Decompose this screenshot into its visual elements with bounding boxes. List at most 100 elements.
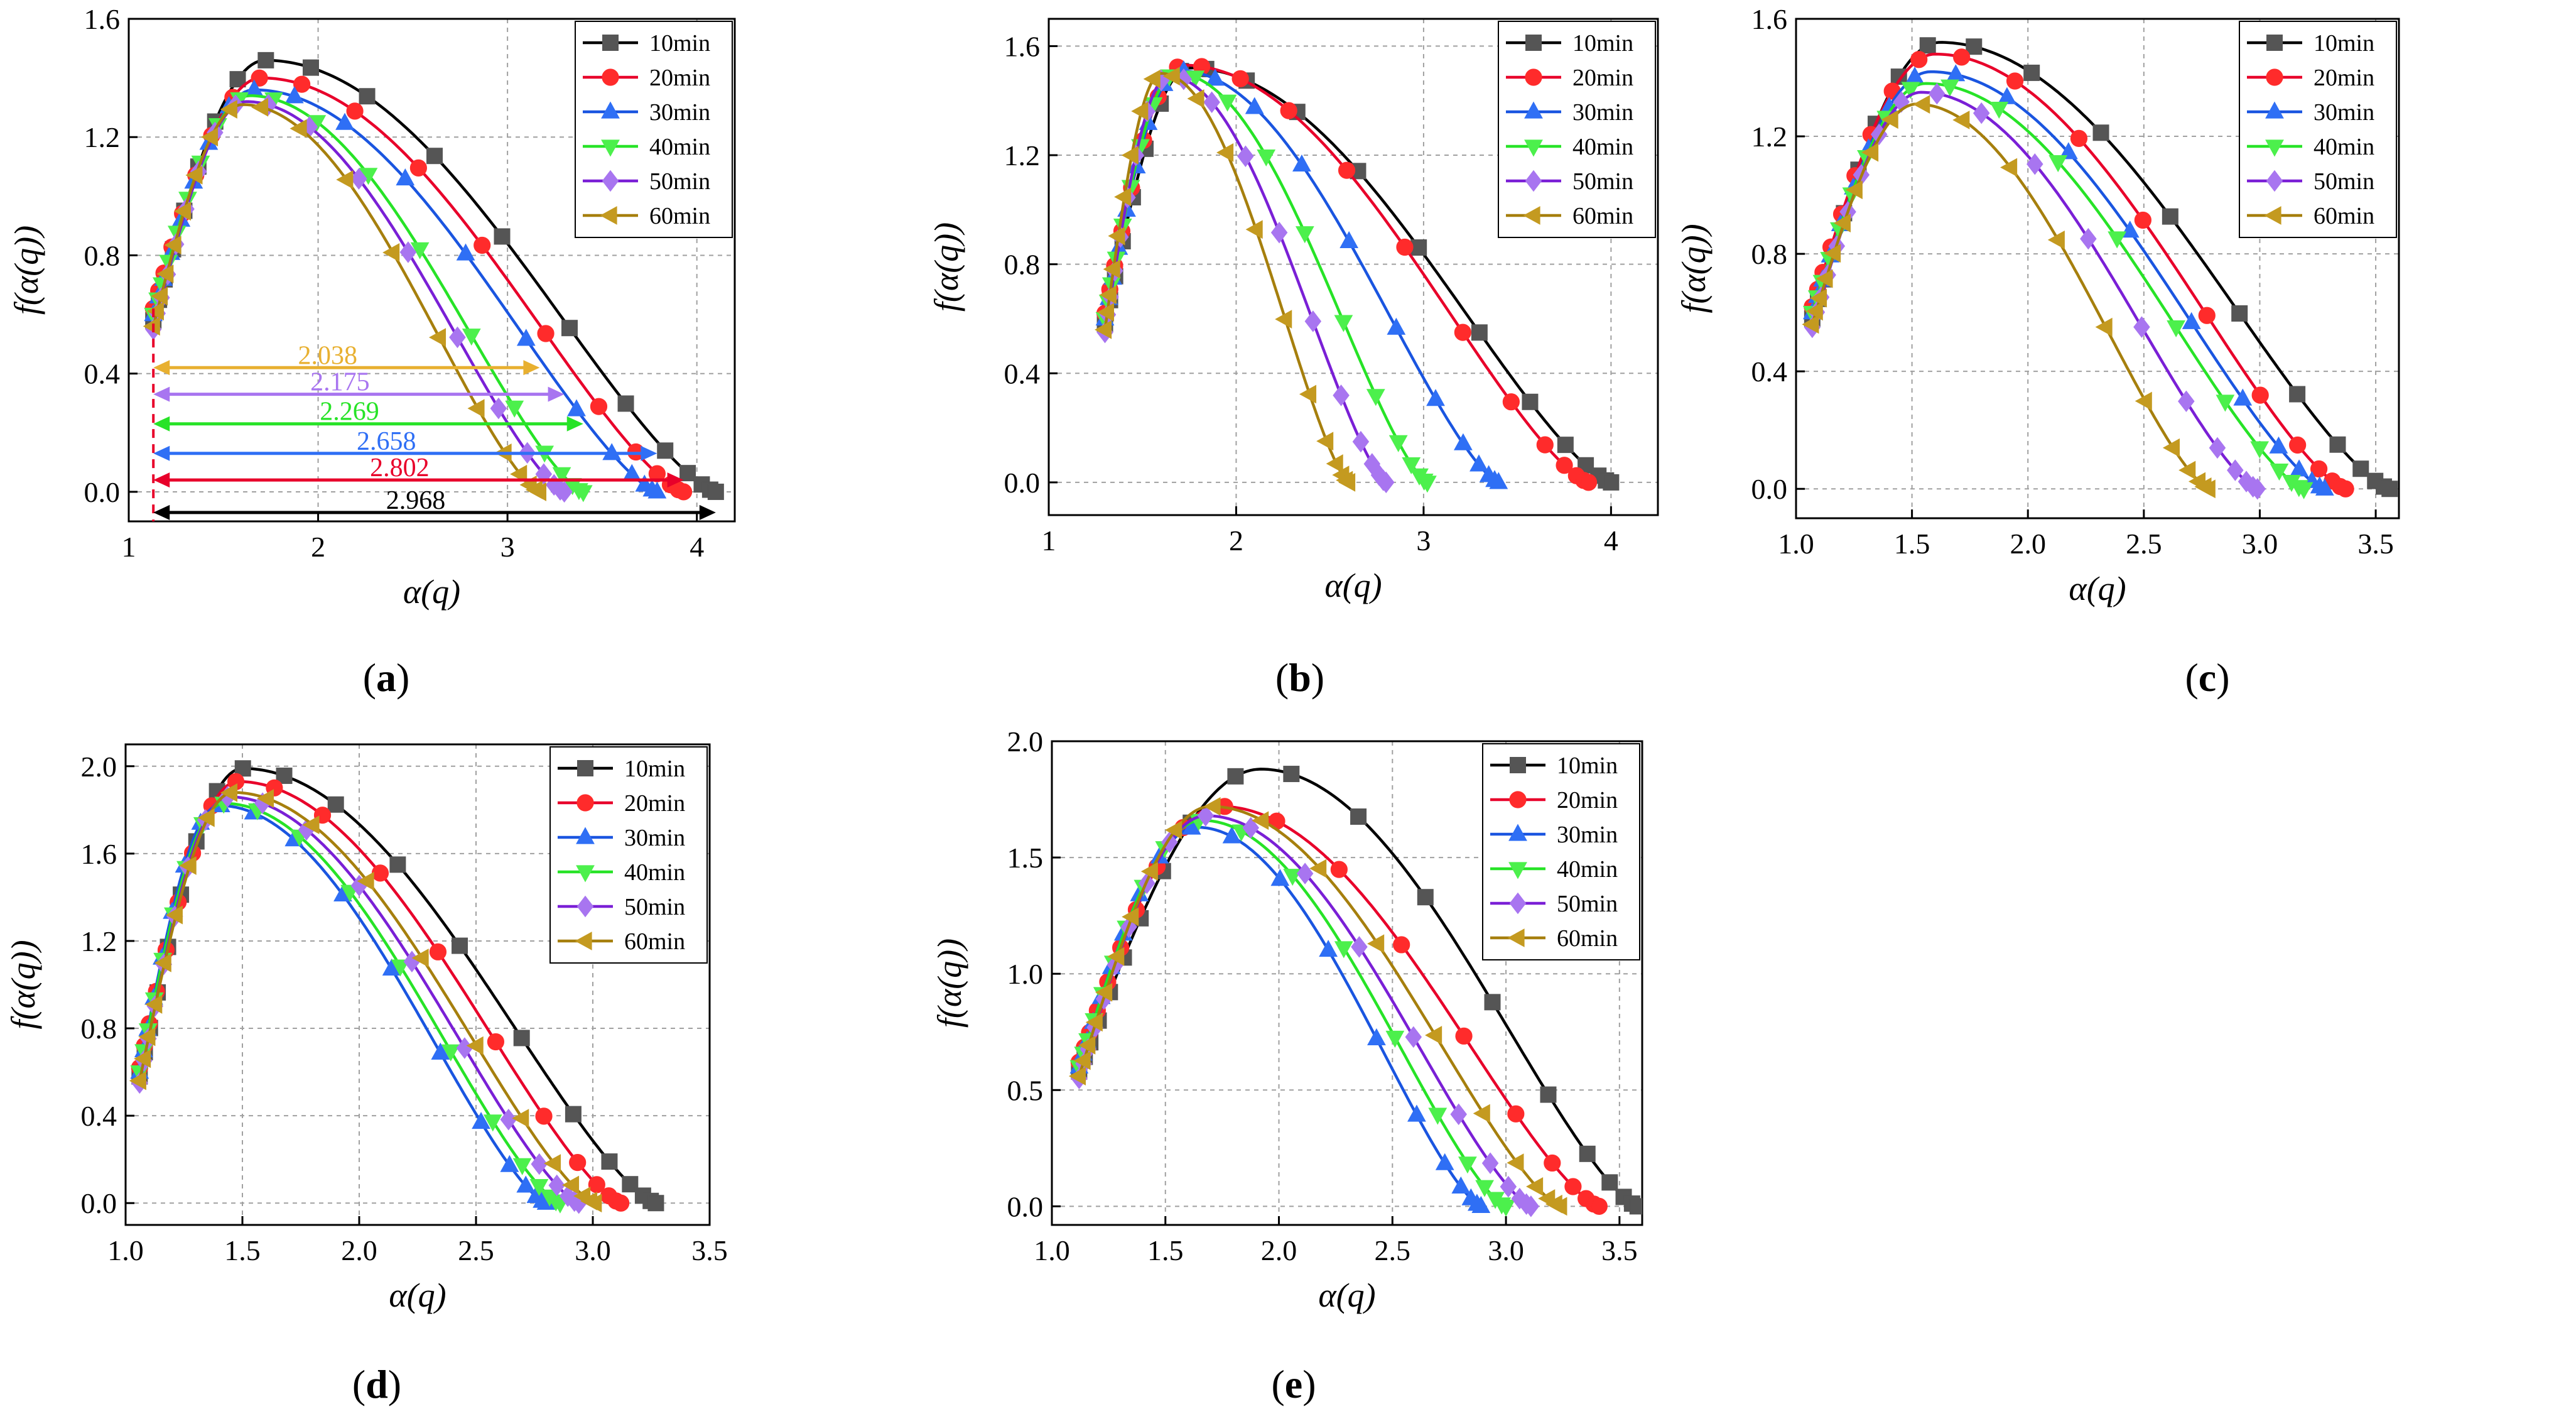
x-tick-label: 2.5	[2126, 528, 2162, 560]
series-marker-60min	[290, 119, 307, 138]
annotation-arrowhead-right	[566, 416, 583, 432]
series-marker-30min	[396, 168, 415, 186]
x-tick-label: 3.0	[575, 1234, 611, 1266]
series-marker-30min	[2233, 388, 2253, 406]
legend-label: 40min	[649, 134, 710, 160]
series-marker-20min	[1280, 102, 1297, 119]
legend-marker	[1523, 206, 1540, 225]
y-tick-label: 0.0	[1751, 473, 1788, 505]
series-marker-60min	[1845, 180, 1863, 200]
series-marker-40min	[1496, 1199, 1515, 1217]
x-tick-label: 3	[501, 531, 515, 563]
x-axis-label: α(q)	[2069, 570, 2126, 607]
panel-label-c: (c)	[2185, 655, 2229, 700]
x-tick-label: 1.0	[1034, 1234, 1070, 1266]
legend-label: 50min	[1572, 168, 1633, 195]
series-marker-10min	[389, 856, 406, 873]
x-tick-label: 1.0	[1778, 528, 1814, 560]
y-tick-label: 0.0	[84, 476, 121, 508]
series-marker-60min	[220, 100, 237, 119]
series-marker-20min	[1590, 1197, 1608, 1215]
legend-label: 20min	[2314, 65, 2374, 91]
series-marker-10min	[513, 1030, 530, 1047]
series-marker-40min	[2108, 231, 2127, 249]
legend-label: 20min	[1572, 65, 1633, 91]
legend-marker	[1509, 791, 1527, 808]
annotation-arrowhead-right	[641, 445, 658, 461]
series-marker-50min	[2227, 459, 2244, 481]
legend-marker	[1524, 139, 1543, 157]
series-marker-30min	[1319, 940, 1338, 957]
series-marker-10min	[565, 1106, 582, 1123]
series-marker-20min	[371, 864, 389, 882]
y-tick-label: 1.5	[1007, 842, 1044, 874]
series-marker-30min	[1454, 433, 1473, 450]
x-tick-label: 1.5	[1894, 528, 1930, 560]
legend-label: 60min	[624, 928, 685, 955]
series-marker-50min	[1500, 1175, 1517, 1198]
legend-marker	[1507, 928, 1525, 947]
series-marker-60min	[197, 808, 215, 827]
x-tick-label: 1	[122, 531, 136, 563]
chart-panel-d: 1.0 1.5 2.0 2.5 3.0 3.5 0.0 0.4 0.8 1.2 1.6 2.0 α(q)…	[4, 743, 728, 1314]
series-marker-50min	[399, 241, 417, 263]
panel-label-open-paren: (	[352, 1362, 365, 1406]
plot-frame	[1051, 740, 1643, 1226]
series-marker-50min	[1481, 1152, 1499, 1174]
series-marker-60min	[1096, 303, 1115, 322]
series-marker-10min	[276, 767, 293, 784]
y-axis-label: f(α(q))	[931, 938, 968, 1028]
chart-panel-b: 1 2 3 4 0.0 0.4 0.8 1.2 1.6 α(q) f(α(q)) 10min 20min…	[928, 18, 1659, 604]
series-marker-60min	[1122, 907, 1139, 927]
series-marker-10min	[1471, 324, 1488, 341]
series-marker-10min	[2162, 208, 2178, 225]
annotation-label: 2.269	[320, 398, 379, 427]
series-marker-30min	[516, 329, 536, 346]
series-marker-30min	[1387, 317, 1406, 335]
chart-panel-c: 1.0 1.5 2.0 2.5 3.0 3.5 0.0 0.4 0.8 1.2 1.6 α(q) f(α…	[1675, 3, 2400, 607]
series-marker-10min	[1417, 889, 1434, 906]
series-marker-60min	[201, 128, 219, 147]
series-marker-40min	[529, 1178, 549, 1197]
series-marker-60min	[251, 97, 269, 117]
series-marker-40min	[2250, 441, 2270, 459]
series-marker-20min	[1455, 1027, 1473, 1045]
legend-marker	[1510, 757, 1526, 773]
series-marker-30min	[1367, 1028, 1386, 1046]
series-marker-10min	[647, 1195, 664, 1212]
legend-label: 60min	[2314, 203, 2374, 229]
y-axis-label: f(α(q))	[1675, 224, 1713, 313]
series-marker-10min	[2352, 460, 2369, 477]
panel-label-open-paren: (	[1275, 655, 1289, 700]
series-marker-40min	[552, 467, 571, 484]
series-marker-20min	[535, 1107, 553, 1125]
series-marker-60min	[1809, 288, 1827, 308]
series-marker-50min	[1197, 805, 1215, 827]
series-marker-10min	[1629, 1198, 1642, 1215]
series-marker-10min	[657, 442, 674, 459]
legend-label: 30min	[1572, 99, 1633, 126]
x-tick-label: 2.0	[1261, 1234, 1297, 1266]
series-marker-30min	[1206, 68, 1225, 86]
legend-box	[575, 21, 733, 238]
series-marker-20min	[1953, 48, 1971, 66]
plot-frame	[1795, 18, 2400, 519]
y-tick-label: 0.8	[1004, 249, 1041, 281]
x-tick-label: 1.0	[107, 1234, 144, 1266]
legend-label: 40min	[1572, 134, 1633, 160]
legend-label: 50min	[624, 894, 685, 920]
legend-marker	[601, 101, 620, 119]
series-marker-60min	[185, 165, 203, 185]
series-marker-20min	[1338, 161, 1356, 179]
annotation-arrowhead-right	[523, 360, 540, 376]
series-marker-60min	[2095, 317, 2113, 337]
series-marker-20min	[2289, 436, 2307, 454]
series-marker-60min	[411, 949, 429, 967]
series-marker-60min	[1802, 315, 1819, 334]
series-marker-30min	[1435, 1153, 1454, 1170]
series-marker-20min	[612, 1194, 630, 1212]
legend-marker	[577, 760, 593, 776]
x-tick-label: 2	[1229, 525, 1243, 557]
series-marker-60min	[164, 236, 181, 255]
